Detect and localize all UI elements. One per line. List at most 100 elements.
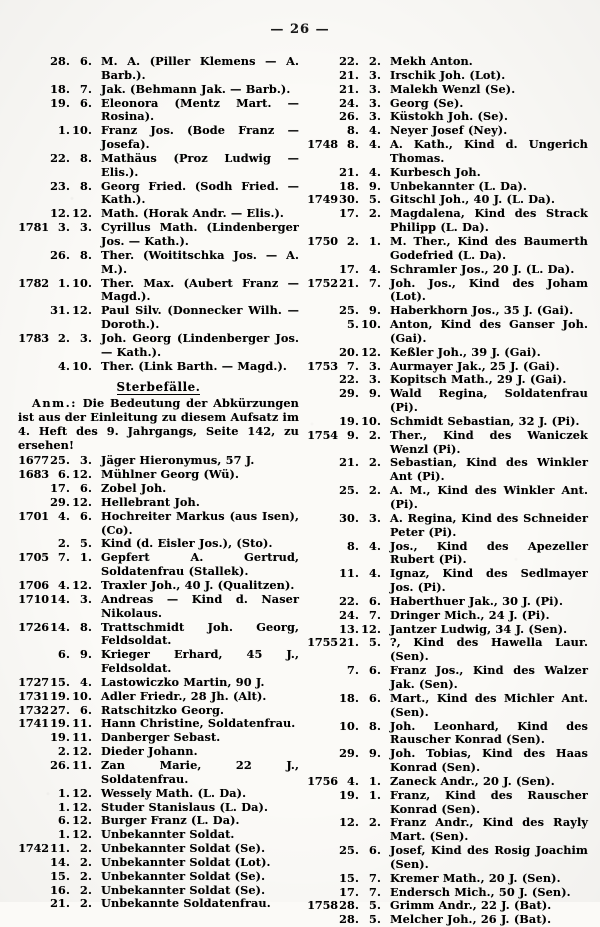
- entry-day: 21.: [339, 455, 359, 470]
- entry-text: Eleonora (Mentz Mart. — Rosina).: [101, 95, 299, 124]
- entry-text: Georg Fried. (Sodh Fried. — Kath.).: [101, 178, 299, 207]
- entry-day: 8.: [347, 538, 359, 553]
- register-entry-row: 19. 11. Danberger Sebast.: [18, 730, 299, 745]
- entry-text: A. Kath., Kind d. Ungerich Thomas.: [390, 137, 588, 165]
- entry-day: 17.: [50, 481, 70, 496]
- register-entry-row: 1683 6. 12. Mühlner Georg (Wü).: [18, 467, 299, 482]
- note-body: Die Bedeutung der Abkürzungen ist aus de…: [18, 396, 299, 453]
- entry-day: 4.: [58, 578, 70, 592]
- register-entry-row: 23. 8. Georg Fried. (Sodh Fried. — Kath.).: [18, 178, 299, 208]
- entry-text: Mühlner Georg (Wü).: [101, 467, 240, 482]
- entry-month: 12.: [72, 467, 92, 482]
- register-entry-row: 1732 27. 6. Ratschitzko Georg.: [18, 703, 299, 718]
- entry-day: 26.: [50, 247, 70, 262]
- entry-day: 15.: [339, 870, 359, 885]
- entry-month: 5.: [369, 912, 381, 927]
- register-entry-row: 18. 9. Unbekannter (L. Da).: [307, 178, 588, 194]
- entry-month: 8.: [80, 247, 92, 262]
- entry-month: 3.: [369, 372, 381, 387]
- entry-month: 8.: [80, 619, 92, 634]
- entry-year: 1783: [18, 330, 49, 345]
- register-entry-row: 1742 11. 2. Unbekannter Soldat (Se).: [18, 841, 299, 856]
- entry-month: 6.: [80, 508, 92, 523]
- register-entry-row: 20. 12. Keßler Joh., 39 J. (Gai).: [307, 345, 588, 360]
- entry-text: Unbekannter Soldat (Se).: [101, 868, 266, 883]
- entry-text: Küstokh Joh. (Se).: [390, 109, 508, 124]
- entry-month: 1.: [369, 233, 381, 248]
- entry-day: 9.: [347, 427, 359, 442]
- register-entry-row: 18. 6. Mart., Kind des Michler Ant. (Sen).: [307, 691, 588, 720]
- entry-day: 1.: [58, 827, 70, 842]
- entry-day: 7.: [347, 663, 359, 678]
- register-entry-row: 1727 15. 4. Lastowiczko Martin, 90 J.: [18, 674, 299, 690]
- entry-day: 24.: [339, 607, 359, 622]
- entry-day: 25.: [339, 843, 359, 858]
- entry-text: Danberger Sebast.: [101, 730, 221, 745]
- register-entry-row: 1701 4. 6. Hochreiter Markus (aus Isen), (C…: [18, 508, 299, 538]
- entry-text: M. A. (Piller Klemens — A. Barb.).: [101, 54, 299, 82]
- entry-text: Gepfert A. Gertrud, Soldatenfrau (Stalle…: [101, 550, 299, 579]
- entry-day: 26.: [50, 757, 70, 772]
- entry-month: 9.: [369, 746, 381, 761]
- entry-month: 2.: [369, 206, 381, 221]
- entry-day: 22.: [339, 54, 359, 68]
- register-entry-row: 22. 3. Kopitsch Math., 29 J. (Gai).: [307, 373, 588, 387]
- register-entry-row: 1726 14. 8. Trattschmidt Joh. Georg, Feldso…: [18, 619, 299, 649]
- entry-text: Ther. (Woititschka Jos. — A. M.).: [101, 247, 299, 276]
- births-entry-list: 28. 6. M. A. (Piller Klemens — A. Barb.). 1…: [18, 54, 299, 373]
- entry-day: 2.: [58, 536, 70, 551]
- entry-text: Lastowiczko Martin, 90 J.: [101, 674, 265, 689]
- entry-text: Kopitsch Math., 29 J. (Gai).: [390, 372, 567, 387]
- register-entry-row: 21. 4. Kurbesch Joh.: [307, 164, 588, 180]
- entry-text: M. Ther., Kind des Baumerth Godefried (L…: [390, 233, 588, 262]
- register-entry-row: 25. 2. A. M., Kind des Winkler Ant. (Pi).: [307, 483, 588, 512]
- entry-month: 12.: [72, 206, 92, 221]
- entry-day: 4.: [58, 508, 70, 523]
- register-entry-row: 14. 2. Unbekannter Soldat (Lot).: [18, 855, 299, 870]
- entry-day: 25.: [339, 303, 359, 318]
- entry-month: 3.: [80, 220, 92, 235]
- entry-month: 10.: [72, 275, 92, 290]
- entry-text: Neyer Josef (Ney).: [390, 123, 508, 138]
- entry-text: Zaneck Andr., 20 J. (Sen).: [390, 773, 555, 788]
- register-entry-row: 22. 6. Haberthuer Jak., 30 J. (Pi).: [307, 593, 588, 609]
- two-column-body: 28. 6. M. A. (Piller Klemens — A. Barb.). 1…: [18, 54, 588, 926]
- register-entry-row: 1. 12. Unbekannter Soldat.: [18, 827, 299, 842]
- entry-month: 1.: [80, 550, 92, 565]
- entry-text: Mathäus (Proz Ludwig — Elis.).: [101, 150, 299, 179]
- entry-month: 2.: [80, 896, 92, 911]
- entry-month: 10.: [72, 688, 92, 703]
- entry-day: 16.: [50, 882, 70, 897]
- entry-day: 18.: [339, 178, 359, 193]
- entry-year: 1754: [307, 427, 338, 442]
- entry-month: 2.: [369, 54, 381, 68]
- entry-month: 4.: [369, 261, 381, 276]
- entry-month: 6.: [369, 663, 381, 678]
- register-entry-row: 15. 7. Kremer Math., 20 J. (Sen).: [307, 870, 588, 886]
- entry-day: 21.: [339, 164, 359, 179]
- entry-month: 1.: [369, 773, 381, 788]
- entry-month: 12.: [72, 827, 92, 842]
- entry-day: 6.: [58, 467, 70, 482]
- entry-text: Wessely Math. (L. Da).: [101, 785, 247, 800]
- entry-month: 6.: [369, 593, 381, 608]
- entry-month: 2.: [80, 841, 92, 856]
- entry-day: 14.: [50, 619, 70, 634]
- entry-text: Cyrillus Math. (Lindenberger Jos. — Kath…: [101, 220, 299, 248]
- entry-month: 4.: [369, 566, 381, 581]
- entry-text: Sebastian, Kind des Winkler Ant (Pi).: [390, 455, 588, 484]
- register-entry-row: 2. 12. Dieder Johann.: [18, 744, 299, 759]
- entry-text: Kurbesch Joh.: [390, 164, 481, 179]
- entry-day: 1.: [58, 275, 70, 290]
- entry-day: 23.: [50, 178, 70, 193]
- register-entry-row: 1748 8. 4. A. Kath., Kind d. Ungerich Thoma…: [307, 137, 588, 166]
- scanned-page: — 26 — 28. 6. M. A. (Piller Klemens — A. B…: [18, 22, 588, 926]
- entry-year: 1727: [18, 674, 49, 689]
- entry-text: Unbekannte Soldatenfrau.: [101, 896, 271, 911]
- register-entry-row: 17. 6. Zobel Joh.: [18, 481, 299, 496]
- entry-day: 2.: [58, 330, 70, 345]
- entry-month: 6.: [80, 95, 92, 110]
- entry-day: 19.: [50, 688, 70, 703]
- register-entry-row: 6. 9. Krieger Erhard, 45 J., Feldsoldat.: [18, 647, 299, 676]
- register-entry-row: 1755 21. 5. ?, Kind des Hawella Laur. (Sen)…: [307, 636, 588, 664]
